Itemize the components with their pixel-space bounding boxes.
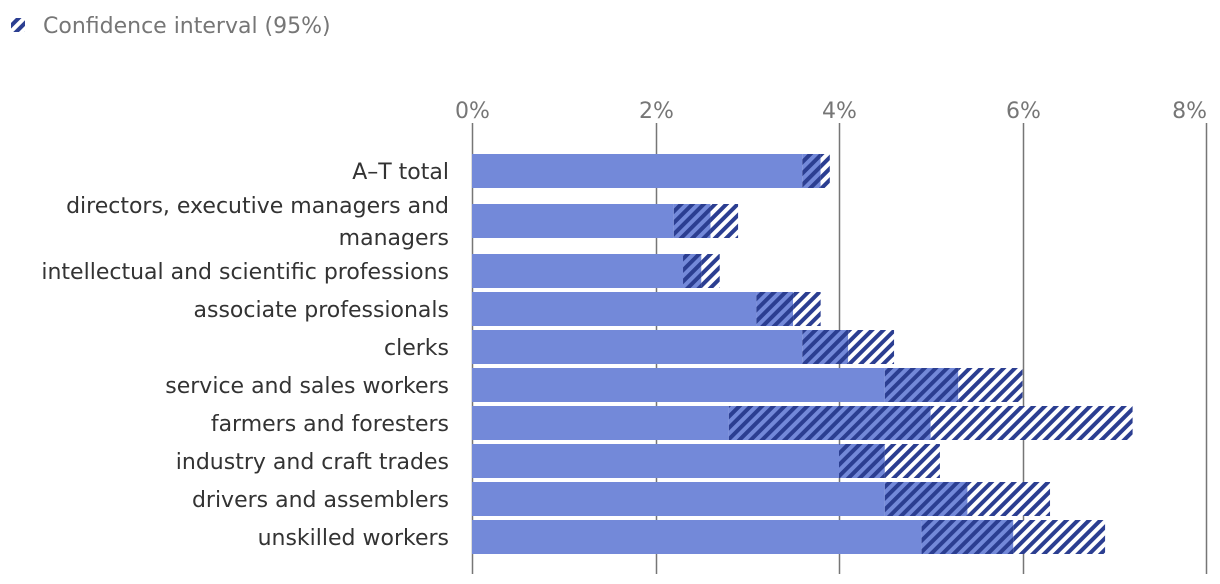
bar — [472, 154, 803, 188]
bar — [472, 444, 839, 478]
bar-group — [472, 482, 1051, 516]
category-label: managers — [339, 226, 449, 251]
bar — [472, 204, 674, 238]
legend-label: Confidence interval (95%) — [43, 14, 331, 39]
ci-upper-segment — [1013, 520, 1106, 554]
ci-lower-segment — [884, 482, 968, 516]
bar — [472, 520, 922, 554]
ci-upper-segment — [967, 482, 1051, 516]
category-label: drivers and assemblers — [192, 488, 449, 513]
ci-lower-segment — [921, 520, 1014, 554]
bar-group — [472, 444, 940, 478]
ci-upper-segment — [884, 444, 940, 478]
legend: Confidence interval (95%) — [11, 14, 331, 39]
bar-group — [472, 154, 830, 188]
category-label: intellectual and scientific professions — [41, 260, 449, 285]
ci-lower-segment — [756, 292, 794, 326]
category-label: associate professionals — [194, 298, 449, 323]
ci-lower-segment — [802, 154, 821, 188]
bar — [472, 254, 684, 288]
x-tick-label: 4% — [822, 99, 857, 124]
bar-group — [472, 406, 1133, 440]
bar — [472, 330, 803, 364]
ci-lower-segment — [728, 406, 931, 440]
ci-lower-segment — [884, 368, 959, 402]
category-labels: A–T total directors, executive managers a… — [41, 160, 449, 551]
category-label: clerks — [384, 336, 449, 361]
ci-upper-segment — [958, 368, 1023, 402]
bar-group — [472, 368, 1023, 402]
bar-group — [472, 292, 821, 326]
x-axis-ticks: 0% 2% 4% 6% 8% — [455, 99, 1207, 124]
category-label: industry and craft trades — [176, 450, 449, 475]
bar-group — [472, 254, 720, 288]
category-label: directors, executive managers and — [66, 194, 449, 219]
ci-upper-segment — [848, 330, 895, 364]
category-label: unskilled workers — [258, 526, 449, 551]
ci-upper-segment — [701, 254, 720, 288]
ci-upper-segment — [710, 204, 739, 238]
x-tick-label: 6% — [1006, 99, 1041, 124]
ci-lower-segment — [802, 330, 849, 364]
bar — [472, 406, 729, 440]
category-label: farmers and foresters — [211, 412, 449, 437]
category-label: A–T total — [352, 160, 449, 185]
bar-group — [472, 204, 739, 238]
legend-swatch — [11, 18, 25, 32]
x-tick-label: 0% — [455, 99, 490, 124]
ci-lower-segment — [673, 204, 711, 238]
bar — [472, 482, 885, 516]
x-tick-label: 2% — [639, 99, 674, 124]
category-label: service and sales workers — [165, 374, 449, 399]
x-tick-label: 8% — [1172, 99, 1207, 124]
bar — [472, 292, 757, 326]
bar-group — [472, 520, 1106, 554]
ci-lower-segment — [683, 254, 702, 288]
bar-group — [472, 330, 895, 364]
ci-upper-segment — [930, 406, 1133, 440]
ci-upper-segment — [820, 154, 830, 188]
ci-upper-segment — [793, 292, 821, 326]
ci-lower-segment — [839, 444, 885, 478]
bars — [472, 154, 1133, 554]
bar — [472, 368, 885, 402]
